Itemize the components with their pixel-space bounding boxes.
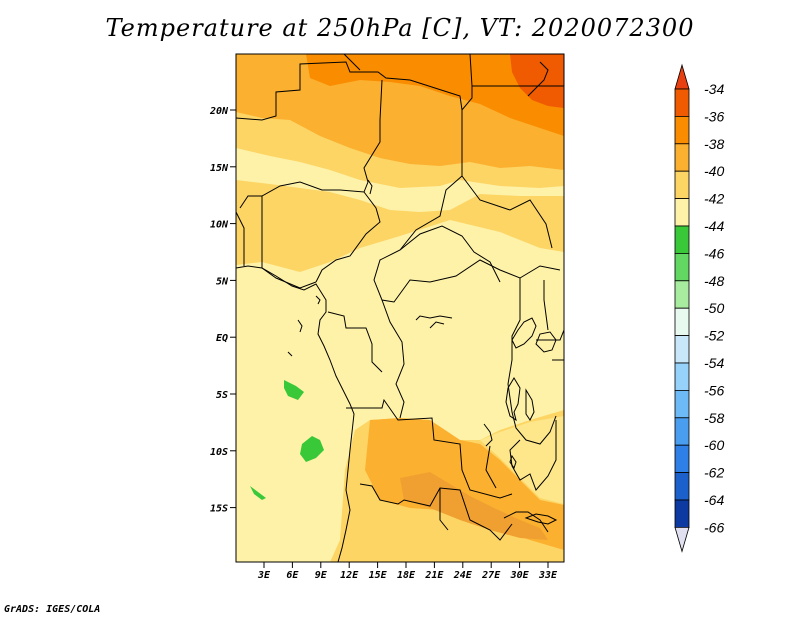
colorbar-swatch (674, 472, 690, 501)
lat-tick-label: 10S (210, 447, 228, 458)
colorbar-swatch (674, 444, 690, 474)
lat-tick-label: 10N (210, 220, 229, 231)
lon-tick-label: 9E (315, 570, 328, 581)
temp-field-hot-north (306, 54, 564, 136)
colorbar-level-label: -66 (704, 519, 724, 535)
lat-tick-label: EQ (216, 333, 228, 344)
colorbar-swatch (674, 170, 690, 199)
temp-field-hot-south (400, 472, 548, 540)
colorbar-level-label: -48 (704, 273, 724, 289)
lon-tick-label: 3E (257, 570, 271, 581)
colorbar-swatch (674, 389, 690, 419)
colorbar-under-arrow (674, 527, 690, 553)
colorbar-level-label: -58 (704, 410, 724, 426)
colorbar-swatch (674, 362, 690, 391)
colorbar-level-label: -44 (704, 218, 724, 234)
country-borders (236, 54, 564, 541)
lat-tick-label: 15S (210, 504, 228, 515)
colorbar-swatch (674, 307, 690, 337)
colorbar-swatch (674, 116, 690, 145)
temp-field-cool-region (236, 220, 564, 562)
colorbar-level-label: -64 (704, 492, 724, 508)
map-frame (235, 53, 565, 563)
colorbar-level-label: -38 (704, 136, 724, 152)
colorbar-level-label: -54 (704, 355, 724, 371)
temp-field-cold-patch (284, 380, 304, 400)
map-plot-area (236, 54, 564, 562)
latitude-axis: 20N 15N 10N 5N EQ 5S 10S 15S (209, 106, 236, 515)
lat-tick-label: 20N (209, 106, 229, 117)
grads-credit: GrADS: IGES/COLA (4, 604, 101, 615)
temp-field-cold-patch (300, 436, 324, 462)
colorbar-level-label: -60 (704, 437, 724, 453)
colorbar-level-label: -40 (704, 163, 724, 179)
colorbar-swatch (674, 280, 690, 309)
colorbar-level-label: -56 (704, 382, 724, 398)
colorbar-swatch (674, 225, 690, 254)
colorbar-level-label: -50 (704, 300, 724, 316)
colorbar-level-label: -34 (704, 81, 724, 97)
lat-tick-label: 15N (210, 163, 229, 174)
lon-tick-label: 15E (369, 570, 388, 581)
colorbar-swatch (674, 335, 690, 364)
lon-tick-label: 33E (538, 570, 558, 581)
colorbar-swatch (674, 252, 690, 282)
coastline (236, 61, 558, 562)
longitude-axis: 3E 6E 9E 12E 15E 18E 21E 24E 27E 30E 33E (257, 562, 558, 581)
colorbar-swatch (674, 143, 690, 172)
colorbar-level-label: -52 (704, 328, 724, 344)
temp-field-hottest-northeast (510, 54, 564, 108)
lon-tick-label: 18E (397, 570, 416, 581)
lon-tick-label: 30E (510, 570, 530, 581)
lon-tick-label: 24E (453, 570, 473, 581)
colorbar-over-arrow (674, 63, 690, 90)
colorbar-level-label: -42 (704, 191, 724, 207)
lat-tick-label: 5S (216, 390, 228, 401)
temp-field-warm-south (365, 418, 564, 550)
colorbar-level-label: -46 (704, 245, 724, 261)
colorbar-level-label: -36 (704, 108, 724, 124)
lon-tick-label: 12E (340, 570, 359, 581)
lon-tick-label: 27E (481, 570, 501, 581)
temp-field-cool-north (236, 148, 564, 212)
map-title: Temperature at 250hPa [C], VT: 202007230… (105, 14, 695, 42)
colorbar-swatch (674, 499, 690, 528)
colorbar-swatch (674, 198, 690, 227)
lat-tick-label: 5N (216, 276, 229, 287)
colorbar-swatch (674, 88, 690, 117)
lon-tick-label: 21E (424, 570, 444, 581)
colorbar-level-label: -62 (704, 465, 724, 481)
lon-tick-label: 6E (286, 570, 299, 581)
temp-field-cold-patch (250, 486, 266, 500)
colorbar-legend: -34 -36 -38 -40 -42 -44 -46 -48 -50 -52 -54 -56 -58 -… (674, 63, 724, 553)
colorbar-swatch (674, 417, 690, 446)
